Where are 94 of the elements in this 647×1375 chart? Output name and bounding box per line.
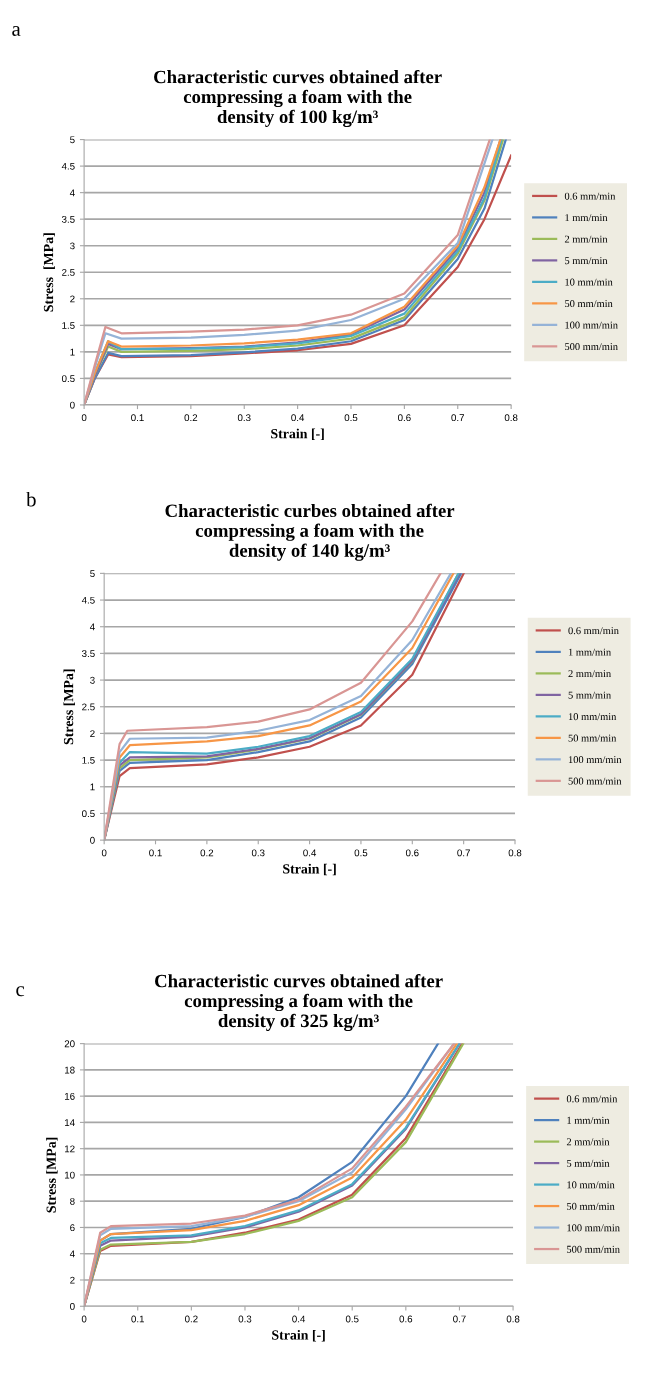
y-tick-label: 2.5 [82,703,95,711]
legend-label: 500 mm/min [565,343,618,351]
legend-label: 1 mm/min [567,1116,610,1124]
x-tick-label: 0.3 [237,414,251,422]
x-tick-label: 0.8 [506,1315,520,1323]
legend-label: 500 mm/min [567,1245,620,1253]
legend-label: 0.6 mm/min [568,627,619,635]
y-tick-label: 3.5 [61,215,75,223]
y-tick-label: 20 [64,1040,75,1048]
x-tick-label: 0.2 [184,1315,198,1323]
y-tick-label: 5 [70,136,75,144]
legend-label: 10 mm/min [567,1181,615,1189]
y-tick-label: 1 [90,783,95,791]
y-tick-label: 0.5 [61,375,75,383]
y-tick-label: 16 [65,1092,75,1100]
x-tick-label: 0.6 [405,849,419,857]
y-tick-label: 18 [65,1066,75,1074]
y-tick-label: 5 [90,570,95,577]
x-tick-label: 0.2 [184,414,198,422]
y-tick-label: 0.5 [82,810,95,818]
legend-label: 50 mm/min [565,300,613,308]
legend-label: 1 mm/min [565,214,608,222]
chart-title: Characteristic curbes obtained after compressing a foam with the density of 140 kg/m³ [165,503,455,561]
x-axis-title: Strain [-] [272,1329,325,1342]
y-tick-label: 4 [69,1250,75,1258]
y-tick-label: 0 [70,1302,75,1310]
legend-label: 100 mm/min [567,1224,620,1232]
legend-label: 100 mm/min [568,756,622,764]
text: b [26,491,36,507]
text: c [16,986,25,997]
y-tick-label: 2 [70,1276,75,1284]
legend-label: 100 mm/min [565,321,618,329]
x-tick-label: 0.3 [251,849,265,857]
y-tick-label: 3 [70,242,75,250]
text: a [12,25,21,36]
y-axis-title: Stress [MPa] [43,233,55,312]
y-axis-title: Stress [MPa] [46,1137,58,1213]
legend-label: 10 mm/min [565,278,613,286]
x-tick-label: 0.7 [457,849,470,857]
y-tick-label: 3 [90,676,95,684]
x-tick-label: 0.5 [344,414,358,422]
x-tick-label: 0.4 [303,849,317,857]
x-tick-label: 0.5 [345,1315,359,1323]
y-tick-label: 4.5 [81,596,95,604]
legend-label: 5 mm/min [565,257,608,265]
chart-title: Characteristic curves obtained after compressing a foam with the density of 325 kg/m³ [155,973,443,1032]
legend-label: 50 mm/min [567,1202,615,1210]
x-axis-title: Strain [-] [271,428,324,441]
x-tick-label: 0.6 [399,1315,413,1323]
chart-title: Characteristic curves obtained after compressing a foam with the density of 100 kg/m³ [154,69,442,128]
y-axis-title: Stress [MPa] [63,669,75,745]
y-tick-label: 4 [89,623,95,631]
legend-label: 5 mm/min [568,691,611,699]
y-tick-label: 1 [70,348,75,356]
legend-label: 10 mm/min [568,713,617,721]
y-tick-label: 6 [70,1224,75,1232]
legend-label: 1 mm/min [568,648,611,656]
legend-label: 5 mm/min [567,1159,610,1167]
x-tick-label: 0.1 [131,414,144,422]
x-tick-label: 0.4 [291,414,305,422]
legend-label: 2 mm/min [568,670,611,678]
x-axis-title: Strain [-] [283,863,336,876]
x-tick-label: 0.7 [451,414,465,422]
y-tick-label: 14 [65,1119,75,1126]
legend-label: 2 mm/min [566,1138,610,1146]
y-tick-label: 4.5 [61,162,75,170]
legend-label: 500 mm/min [568,777,622,785]
y-tick-label: 3.5 [82,650,95,658]
x-tick-label: 0.8 [504,414,518,422]
legend-label: 0.6 mm/min [566,1095,618,1103]
y-tick-label: 0 [90,836,95,844]
y-tick-label: 2.5 [62,268,75,276]
y-tick-label: 1.5 [62,322,75,329]
x-tick-label: 0.8 [508,849,522,857]
y-tick-label: 1.5 [82,756,95,764]
y-tick-label: 0 [70,401,75,409]
y-tick-label: 2 [90,730,95,737]
x-tick-label: 0.1 [149,849,162,857]
legend-label: 2 mm/min [564,235,608,243]
x-tick-label: 0.7 [453,1315,466,1323]
y-tick-label: 4 [69,189,75,197]
legend-label: 0.6 mm/min [564,192,616,200]
y-tick-label: 2 [70,295,75,303]
y-tick-label: 8 [70,1197,75,1205]
x-tick-label: 0.3 [238,1315,252,1323]
x-tick-label: 0.4 [292,1315,306,1323]
y-tick-label: 12 [65,1145,75,1153]
x-tick-label: 0 [101,849,107,857]
x-tick-label: 0.5 [354,849,368,857]
x-tick-label: 0.2 [200,849,214,857]
legend-label: 50 mm/min [568,734,617,742]
y-tick-label: 10 [65,1171,75,1179]
x-tick-label: 0.1 [131,1315,145,1323]
x-tick-label: 0.6 [398,414,411,422]
